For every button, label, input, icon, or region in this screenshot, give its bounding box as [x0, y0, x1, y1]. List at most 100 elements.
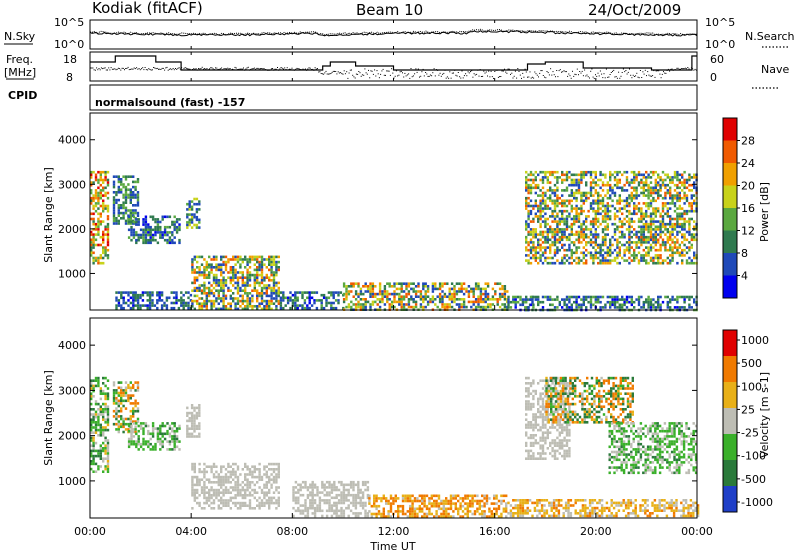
data-cell: [633, 251, 636, 255]
data-cell: [690, 194, 693, 197]
data-cell: [212, 475, 216, 479]
data-cell: [575, 298, 578, 301]
data-cell: [630, 300, 633, 304]
data-cell: [494, 282, 497, 285]
data-cell: [539, 248, 542, 252]
data-cell: [431, 298, 435, 301]
data-cell: [173, 437, 176, 441]
data-cell: [92, 261, 95, 265]
data-cell: [527, 217, 530, 221]
data-cell: [263, 286, 266, 290]
data-cell: [585, 243, 588, 247]
data-cell: [575, 306, 578, 309]
data-cell: [102, 447, 105, 450]
data-cell: [253, 279, 256, 282]
data-cell: [120, 415, 123, 418]
data-cell: [208, 488, 211, 492]
data-cell: [645, 225, 648, 229]
data-cell: [94, 431, 98, 434]
data-cell: [112, 389, 116, 392]
data-cell: [196, 491, 199, 494]
data-cell: [537, 241, 540, 244]
data-cell: [609, 209, 612, 213]
data-cell: [561, 233, 564, 236]
nave-dot: [649, 75, 651, 77]
nave-dot: [570, 77, 572, 79]
data-cell: [482, 287, 485, 291]
colorbar-tick-label: 4: [741, 270, 748, 283]
data-cell: [592, 241, 595, 244]
data-cell: [688, 306, 691, 309]
nave-dot: [670, 68, 672, 70]
data-cell: [470, 287, 473, 291]
data-cell: [124, 193, 128, 197]
data-cell: [678, 191, 681, 195]
data-cell: [173, 424, 176, 428]
data-cell: [597, 191, 600, 195]
data-cell: [130, 429, 133, 433]
data-cell: [190, 208, 194, 211]
data-cell: [618, 261, 621, 265]
data-cell: [124, 209, 128, 212]
colorbar-segment: [723, 163, 737, 186]
data-cell: [534, 256, 537, 260]
data-cell: [239, 494, 242, 497]
data-cell: [203, 494, 206, 497]
data-cell: [244, 258, 247, 261]
data-cell: [115, 219, 118, 223]
data-cell: [234, 488, 237, 492]
data-cell: [393, 305, 396, 309]
data-cell: [592, 217, 595, 221]
data-cell: [149, 228, 152, 232]
nave-dot: [171, 69, 173, 71]
data-cell: [321, 491, 324, 494]
nave-dot: [116, 68, 118, 70]
data-cell: [613, 207, 617, 210]
data-cell: [224, 305, 228, 308]
data-cell: [212, 488, 216, 492]
colorbar-segment: [723, 185, 737, 208]
data-cell: [277, 299, 280, 303]
data-cell: [92, 243, 95, 247]
data-cell: [132, 175, 135, 178]
data-cell: [234, 271, 237, 274]
data-cell: [289, 296, 292, 300]
data-cell: [565, 178, 569, 182]
data-cell: [609, 217, 612, 221]
nave-dot: [277, 67, 278, 68]
data-cell: [424, 282, 427, 285]
data-cell: [275, 501, 278, 505]
data-cell: [666, 306, 669, 309]
data-cell: [551, 261, 554, 265]
data-cell: [311, 506, 314, 510]
data-cell: [92, 241, 95, 244]
data-cell: [142, 228, 145, 232]
data-cell: [90, 202, 93, 205]
data-cell: [296, 306, 299, 310]
data-cell: [188, 427, 191, 430]
data-cell: [210, 263, 213, 266]
data-cell: [212, 481, 216, 484]
data-cell: [616, 241, 619, 244]
data-cell: [94, 191, 98, 195]
data-cell: [671, 295, 674, 299]
data-cell: [676, 183, 679, 187]
nave-dot: [412, 75, 414, 77]
data-cell: [630, 186, 633, 190]
data-cell: [268, 481, 271, 484]
data-cell: [534, 191, 537, 195]
nave-dot: [198, 68, 199, 70]
data-cell: [537, 300, 540, 304]
data-cell: [224, 279, 228, 282]
data-cell: [597, 220, 600, 223]
data-cell: [122, 183, 125, 186]
data-cell: [378, 287, 382, 291]
data-cell: [115, 291, 118, 294]
data-cell: [649, 235, 653, 239]
data-cell: [625, 170, 629, 174]
data-cell: [102, 220, 105, 223]
data-cell: [311, 488, 314, 492]
data-cell: [654, 256, 657, 260]
data-cell: [553, 241, 557, 244]
data-cell: [633, 170, 636, 174]
